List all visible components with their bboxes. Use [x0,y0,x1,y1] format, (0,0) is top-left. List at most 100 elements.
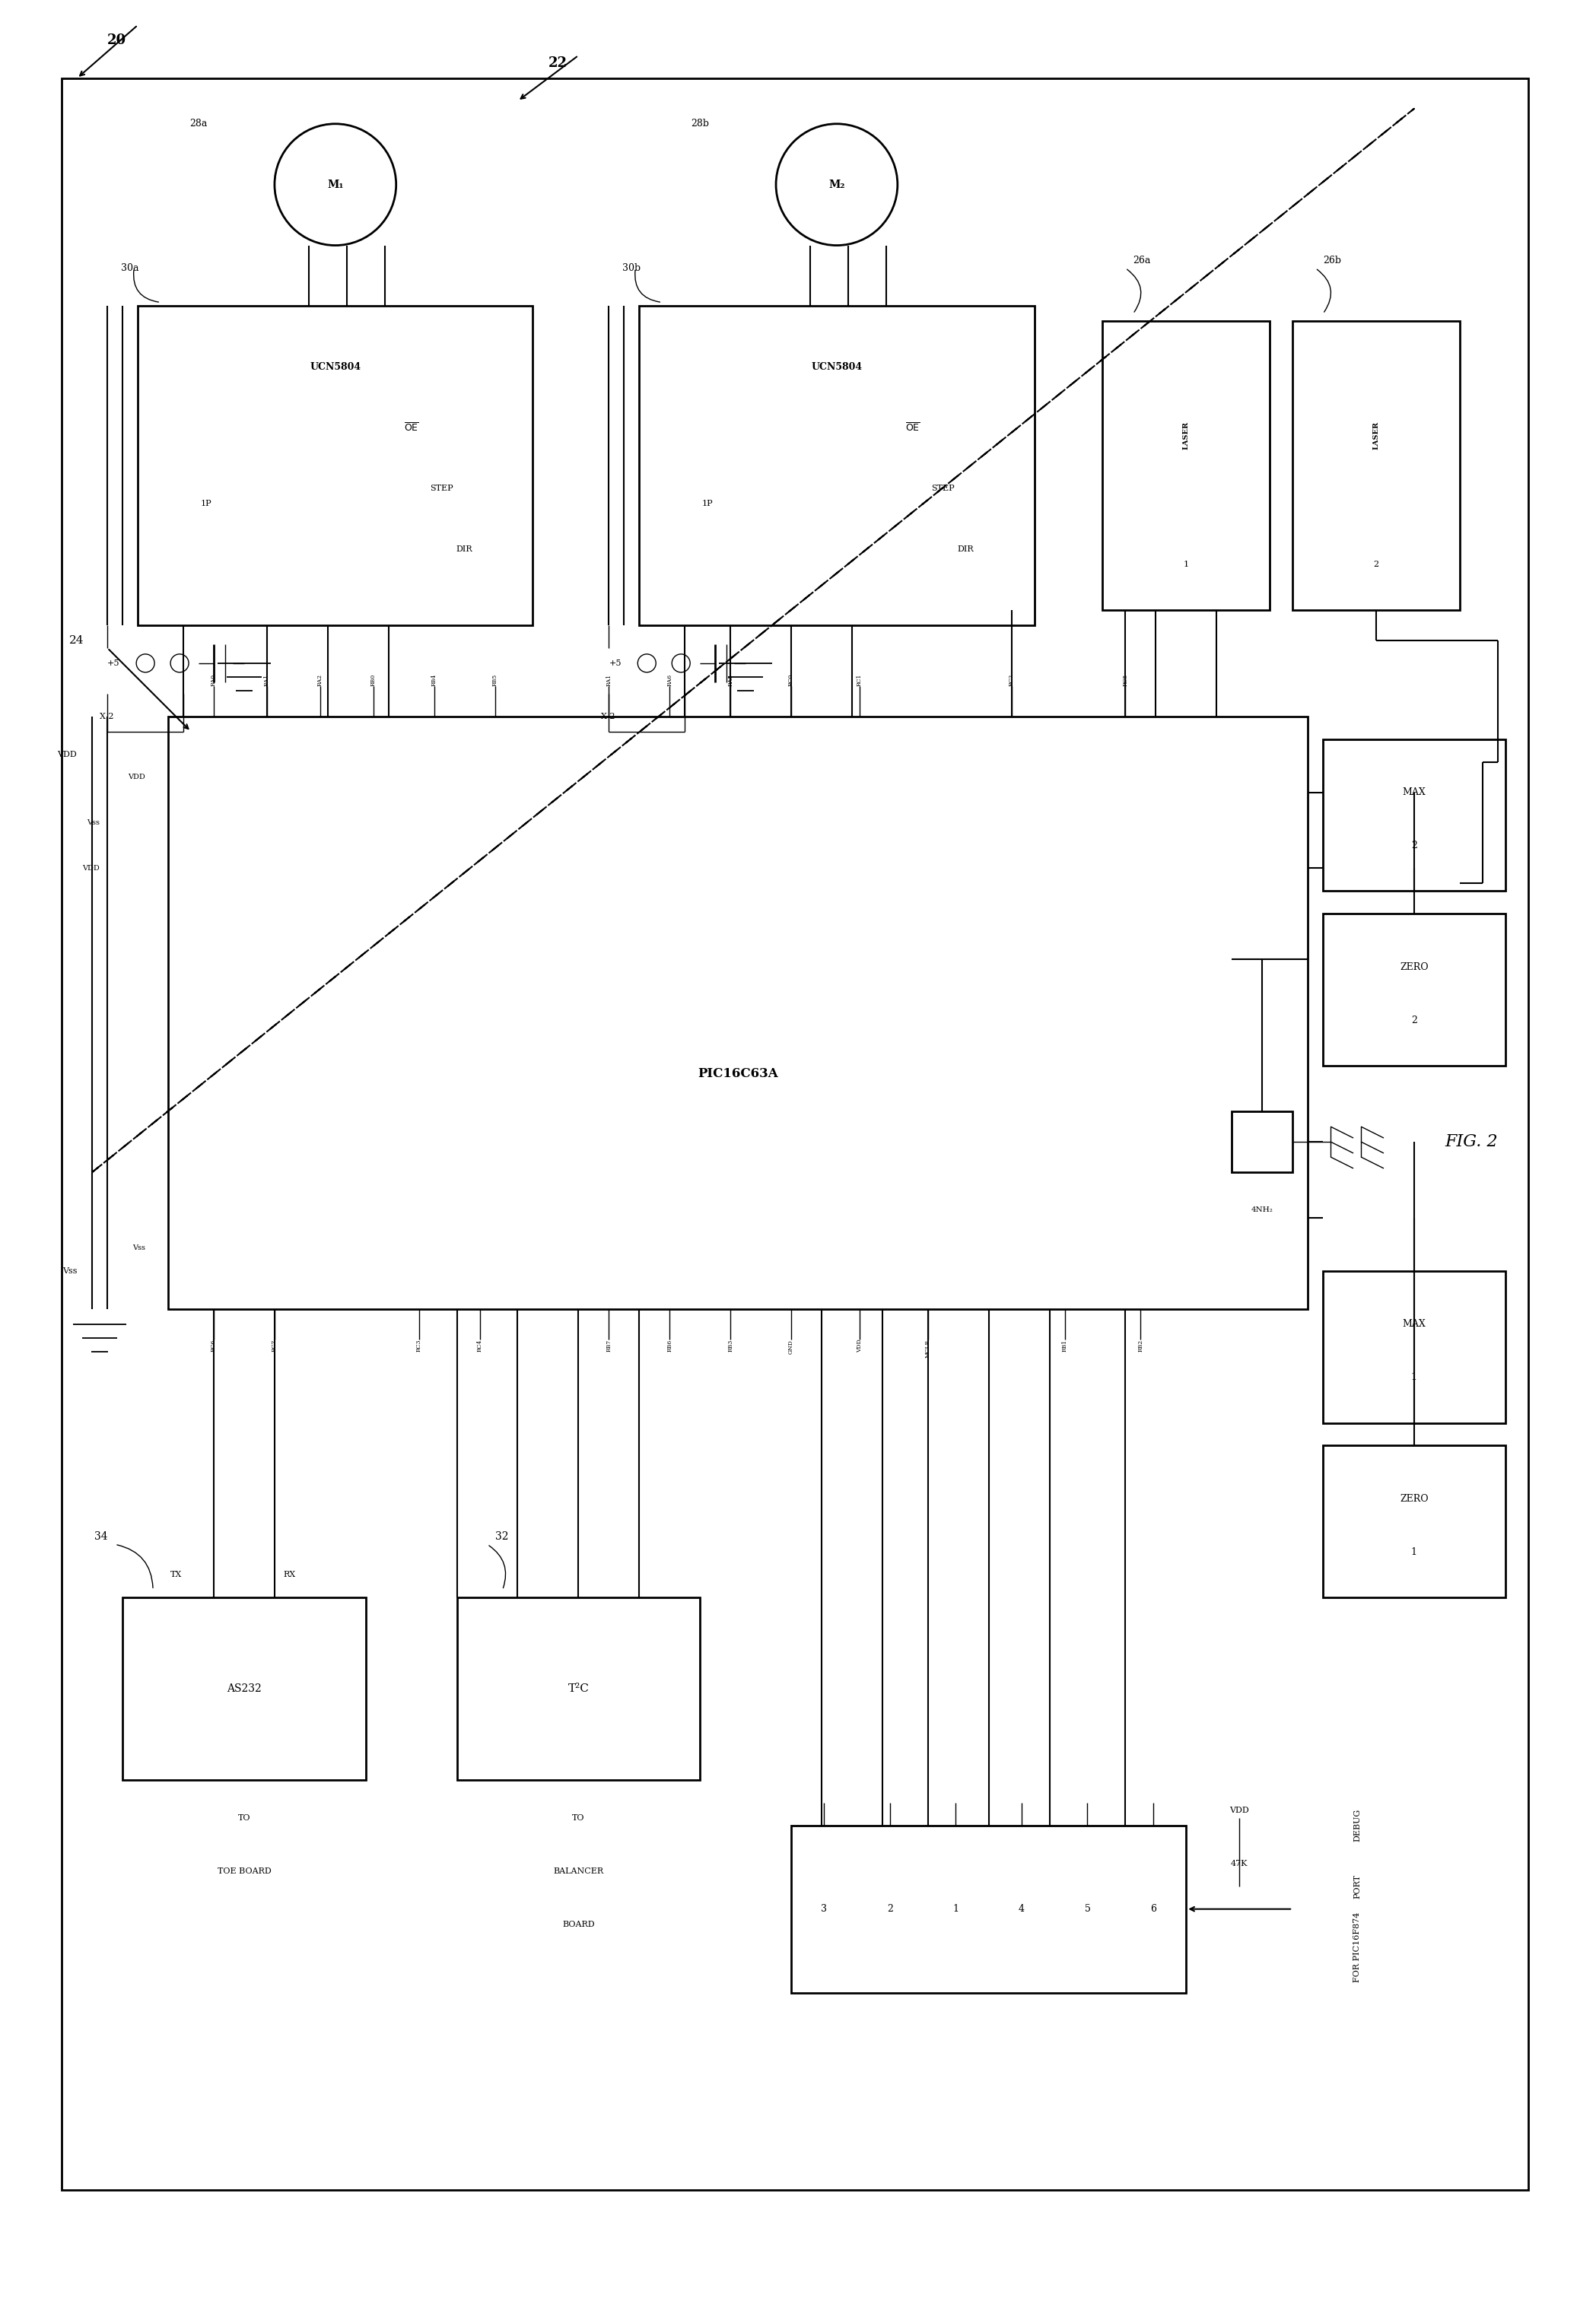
Text: 2: 2 [887,1905,892,1914]
Text: ZERO: ZERO [1400,963,1428,972]
Text: STEP: STEP [429,485,453,492]
Bar [1103,322,1270,609]
Text: VDD: VDD [1229,1806,1250,1813]
Text: 28a: 28a [190,119,207,129]
Text: RB4: RB4 [431,673,437,687]
Text: VDD: VDD [57,751,77,758]
Text: UCN5804: UCN5804 [811,363,862,372]
Text: 32: 32 [495,1530,508,1542]
Text: VDD: VDD [857,1340,862,1354]
Text: RC5: RC5 [1122,673,1128,687]
Bar [1323,915,1505,1066]
Text: M₁: M₁ [327,179,343,191]
Text: 26b: 26b [1323,255,1341,267]
Text: 30b: 30b [622,264,642,273]
Text: 1P: 1P [201,501,212,508]
Text: LASER: LASER [1183,421,1189,450]
Bar [1323,740,1505,892]
Text: FIG. 2: FIG. 2 [1444,1133,1497,1151]
Bar [168,717,1307,1310]
Text: TO: TO [571,1813,584,1822]
Text: RA1: RA1 [263,673,270,687]
Text: $\overline{\rm OE}$: $\overline{\rm OE}$ [905,423,921,434]
Text: DIR: DIR [456,545,472,554]
Bar [123,1597,365,1781]
Text: STEP: STEP [932,485,954,492]
Text: 1: 1 [1184,561,1189,568]
Text: RB7: RB7 [606,1340,611,1351]
Text: 20: 20 [107,34,126,48]
Text: 34: 34 [94,1530,107,1542]
Text: BALANCER: BALANCER [554,1868,603,1875]
Text: RA6: RA6 [667,673,672,687]
Text: VDD: VDD [83,864,101,871]
Text: RB5: RB5 [492,673,498,687]
Text: RB2: RB2 [1138,1340,1144,1351]
Text: FOR PIC16F874: FOR PIC16F874 [1353,1912,1361,1983]
Text: RC2: RC2 [1009,673,1015,687]
Text: Vss: Vss [132,1246,145,1252]
Text: MCLR: MCLR [924,1340,930,1358]
Text: 28b: 28b [691,119,709,129]
Text: RC1: RC1 [857,673,862,687]
Text: RA5: RA5 [728,673,734,687]
Text: 4NH₂: 4NH₂ [1251,1206,1274,1213]
Text: 3: 3 [820,1905,827,1914]
Text: 22: 22 [547,55,567,69]
Bar [456,1597,701,1781]
Bar [1323,1445,1505,1597]
Text: RB0: RB0 [370,673,377,687]
Text: RC7: RC7 [271,1340,278,1351]
Text: VDD: VDD [128,774,145,781]
Text: 47K: 47K [1231,1859,1248,1868]
Text: +5: +5 [608,660,621,666]
Bar [137,306,533,625]
Text: X 2: X 2 [602,712,616,719]
Text: BOARD: BOARD [562,1921,595,1928]
Text: 30a: 30a [121,264,139,273]
Text: RB1: RB1 [1061,1340,1068,1351]
Text: M₂: M₂ [828,179,844,191]
Text: RX: RX [284,1572,295,1579]
Text: Vss: Vss [62,1266,77,1275]
Text: MAX: MAX [1403,1319,1425,1328]
Text: DEBUG: DEBUG [1353,1809,1361,1843]
Text: RB6: RB6 [667,1340,672,1351]
Text: T²C: T²C [568,1684,589,1694]
Text: 1P: 1P [702,501,713,508]
Text: $\overline{\rm OE}$: $\overline{\rm OE}$ [404,423,418,434]
Text: DIR: DIR [958,545,974,554]
Text: 24: 24 [70,634,85,646]
Text: GND: GND [788,1340,795,1354]
Text: 2: 2 [1411,1016,1417,1025]
Text: UCN5804: UCN5804 [310,363,361,372]
Text: RC3: RC3 [417,1340,421,1351]
Text: RA2: RA2 [318,673,322,687]
Bar [1323,1271,1505,1422]
Text: 2: 2 [1411,841,1417,850]
Text: RC6: RC6 [211,1340,217,1351]
Text: RA1: RA1 [606,673,611,687]
Text: TOE BOARD: TOE BOARD [217,1868,271,1875]
Text: PIC16C63A: PIC16C63A [697,1066,779,1080]
Text: RC4: RC4 [477,1340,482,1351]
Bar [1293,322,1460,609]
Text: Vss: Vss [86,820,101,827]
Text: TX: TX [171,1572,182,1579]
Text: TO: TO [238,1813,251,1822]
Text: 1: 1 [953,1905,959,1914]
Text: PORT: PORT [1353,1875,1361,1898]
Text: 1: 1 [1411,1547,1417,1558]
Text: RB3: RB3 [728,1340,734,1351]
Text: MAX: MAX [1403,788,1425,797]
Text: RC0: RC0 [788,673,795,687]
Text: RA0: RA0 [211,673,217,687]
Bar [640,306,1034,625]
Text: 6: 6 [1151,1905,1157,1914]
Text: ZERO: ZERO [1400,1494,1428,1503]
Text: 26a: 26a [1133,255,1151,267]
Bar [792,1825,1186,1992]
Text: LASER: LASER [1373,421,1379,450]
Bar [1232,1112,1293,1172]
Text: 4: 4 [1018,1905,1025,1914]
